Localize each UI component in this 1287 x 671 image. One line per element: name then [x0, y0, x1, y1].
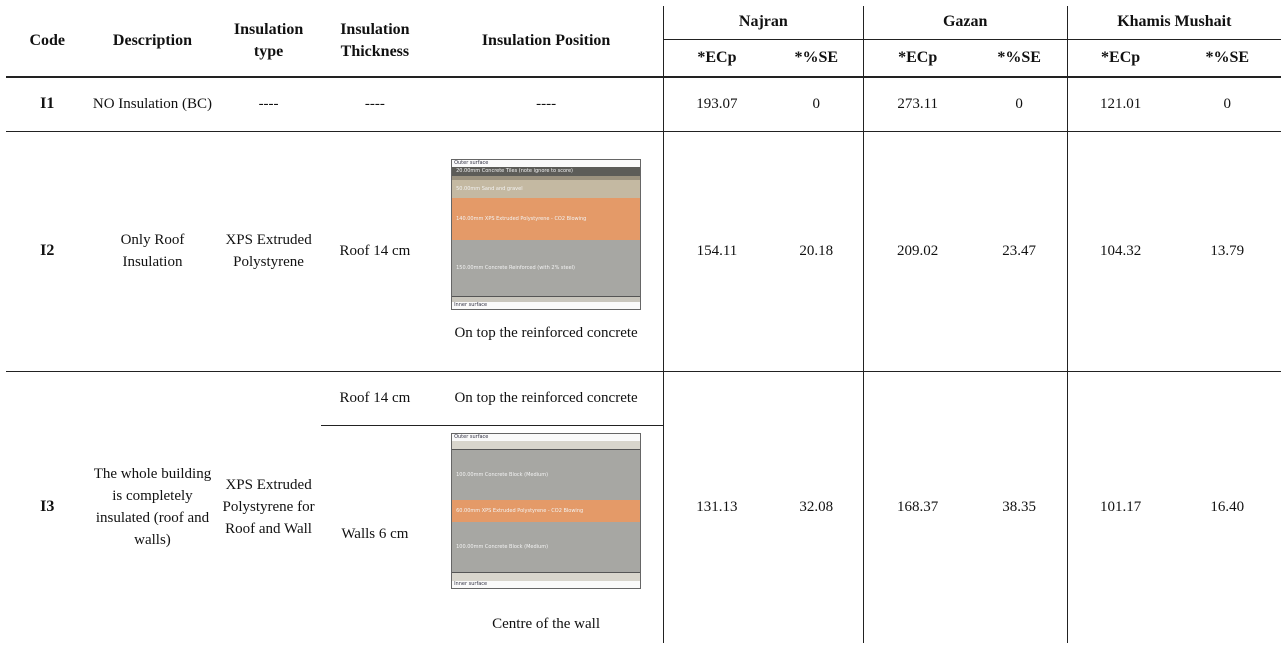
header-city-gazan: Gazan [862, 6, 1068, 39]
row-code: I1 [6, 77, 89, 132]
row-description: Only Roof Insulation [88, 131, 217, 372]
khamis-se-value: 0 [1173, 77, 1281, 132]
najran-se-value: 32.08 [799, 499, 834, 516]
wall-layer-render [452, 441, 641, 451]
roof-layer-membrane [452, 175, 641, 180]
row-thickness-roof: Roof 14 cm [320, 371, 430, 426]
header-insulation-position: Insulation Position [429, 6, 664, 78]
gazan-se-value: 38.35 [1002, 499, 1037, 516]
row-description: The whole building is completely insulat… [93, 466, 212, 549]
row-code: I3 [40, 498, 55, 516]
wall-layer-block-inner: 100.00mm Concrete Block (Medium) [452, 522, 641, 573]
row-thickness: Roof 14 cm [320, 131, 430, 372]
roof-layer-plaster [452, 295, 641, 302]
gazan-se-value: 0 [971, 77, 1068, 132]
position-caption: Centre of the wall [492, 616, 601, 633]
roof-layer-concrete: 150.00mm Concrete Reinforced (with 2% st… [452, 239, 641, 296]
row-type: ---- [216, 77, 321, 132]
khamis-ecp-value: 101.17 [1066, 371, 1174, 643]
gazan-ecp-value: 209.02 [862, 131, 972, 372]
gazan-ecp-value: 168.37 [862, 371, 972, 643]
gazan-se-value: 23.47 [971, 131, 1068, 372]
row-type: XPS Extruded Polystyrene for Roof and Wa… [222, 477, 315, 538]
table-row: I2 Only Roof Insulation XPS Extruded Pol… [6, 131, 1281, 372]
outer-surface-label: Outer surface [454, 434, 489, 441]
header-city-khamis: Khamis Mushait [1066, 6, 1281, 39]
row-position-cell: Outer surface 100.00mm Concrete Block (M… [429, 425, 663, 643]
najran-ecp-value: 131.13 [663, 371, 770, 643]
header-najran-ecp: *ECp [663, 38, 770, 78]
roof-layer-sand: 50.00mm Sand and gravel [452, 179, 641, 198]
inner-surface-label: Inner surface [454, 581, 488, 588]
row-code: I2 [6, 131, 89, 372]
table-row: I1 NO Insulation (BC) ---- ---- ---- 193… [6, 77, 1281, 132]
roof-layer-tiles: 20.00mm Concrete Tiles (note ignore to s… [452, 166, 641, 176]
table-row: I3 The whole building is completely insu… [6, 371, 1281, 643]
header-insulation-thickness: Insulation Thickness [320, 6, 430, 78]
row-description: NO Insulation (BC) [88, 77, 217, 132]
khamis-se-value: 16.40 [1210, 499, 1245, 516]
row-type: XPS Extruded Polystyrene [216, 131, 321, 372]
roof-section-diagram: Outer surface 20.00mm Concrete Tiles (no… [451, 158, 642, 310]
wall-layer-xps: 60.00mm XPS Extruded Polystyrene - CO2 B… [452, 500, 641, 523]
khamis-ecp-value: 104.32 [1066, 131, 1174, 372]
row-position-cell: Outer surface 20.00mm Concrete Tiles (no… [429, 131, 664, 372]
header-description: Description [88, 6, 217, 78]
header-gazan-se: *%SE [971, 38, 1068, 78]
header-najran-se: *%SE [769, 38, 864, 78]
header-khamis-ecp: *ECp [1066, 38, 1174, 78]
header-gazan-ecp: *ECp [862, 38, 972, 78]
outer-surface-label: Outer surface [454, 159, 489, 166]
header-khamis-se: *%SE [1173, 38, 1281, 78]
row-thickness-walls: Walls 6 cm [341, 526, 409, 543]
najran-se-value: 20.18 [769, 131, 864, 372]
position-caption: On top the reinforced concrete [454, 324, 638, 341]
wall-layer-plaster [452, 572, 641, 582]
header-insulation-type: Insulation type [216, 6, 321, 78]
najran-se-value: 0 [769, 77, 864, 132]
wall-section-diagram: Outer surface 100.00mm Concrete Block (M… [451, 433, 642, 590]
row-thickness: ---- [320, 77, 430, 132]
inner-surface-label: Inner surface [454, 301, 488, 308]
header-city-najran: Najran [663, 6, 864, 39]
gazan-ecp-value: 273.11 [862, 77, 972, 132]
header-code: Code [6, 6, 89, 78]
insulation-results-table: Code Description Insulation type Insulat… [6, 6, 1281, 643]
wall-layer-block-outer: 100.00mm Concrete Block (Medium) [452, 450, 641, 501]
najran-ecp-value: 154.11 [663, 131, 770, 372]
khamis-ecp-value: 121.01 [1066, 77, 1174, 132]
najran-ecp-value: 193.07 [663, 77, 770, 132]
row-position: ---- [429, 77, 664, 132]
roof-layer-xps: 140.00mm XPS Extruded Polystyrene - CO2 … [452, 197, 641, 240]
table-subrow: Walls 6 cm Outer surface 100.00mm Concre… [6, 425, 1281, 643]
khamis-se-value: 13.79 [1173, 131, 1281, 372]
row-position-roof: On top the reinforced concrete [429, 371, 664, 426]
